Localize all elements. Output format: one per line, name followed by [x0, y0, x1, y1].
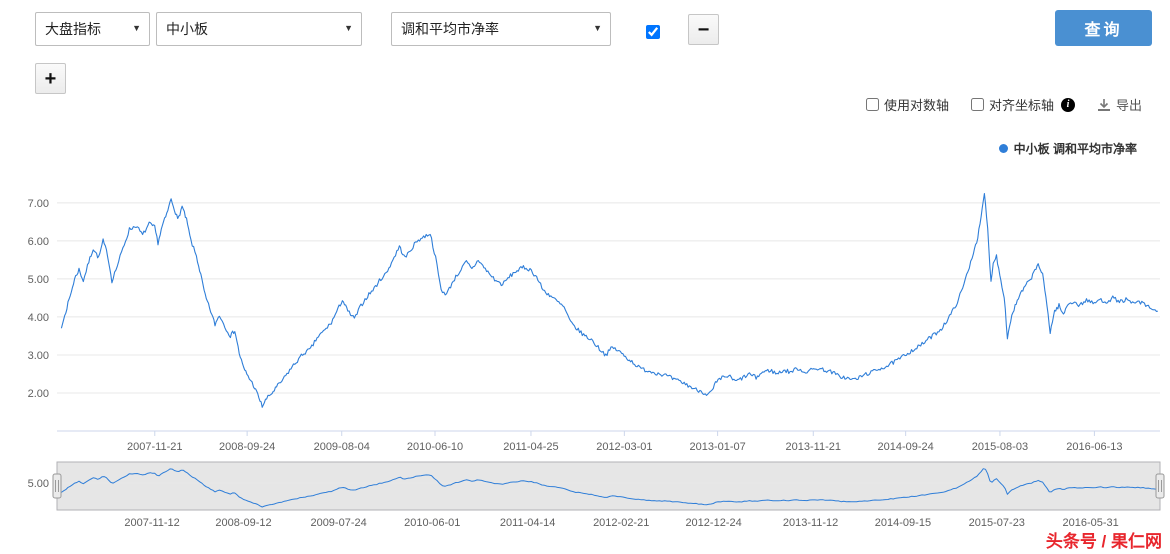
metric-select-wrap: 调和平均市净率 ▼: [391, 12, 611, 46]
x-axis-label: 2010-06-10: [407, 441, 463, 453]
log-axis-checkbox[interactable]: [865, 98, 879, 111]
export-label: 导出: [1115, 98, 1142, 113]
remove-series-button[interactable]: −: [688, 14, 719, 45]
export-icon: [1097, 98, 1110, 111]
chart-options-row: 使用对数轴 对齐坐标轴 i 导出: [865, 95, 1142, 114]
x-axis-label: 2008-09-12: [215, 517, 271, 529]
series-line: [61, 468, 1157, 508]
x-axis-label: 2015-08-03: [972, 441, 1028, 453]
y-axis-label: 3.00: [28, 350, 49, 362]
x-axis-label: 2014-09-15: [875, 517, 931, 529]
y-axis-label: 6.00: [28, 236, 49, 248]
align-axes-option: 对齐坐标轴 i: [970, 95, 1075, 114]
x-axis-label: 2009-07-24: [310, 517, 366, 529]
log-axis-option: 使用对数轴: [865, 95, 949, 114]
legend-marker-icon: [998, 144, 1008, 153]
legend-label: 中小板 调和平均市净率: [1013, 142, 1137, 156]
legend-item[interactable]: 中小板 调和平均市净率: [998, 140, 1137, 157]
y-axis-label: 2.00: [28, 388, 49, 400]
x-axis-label: 2010-06-01: [404, 517, 460, 529]
log-axis-label: 使用对数轴: [883, 98, 949, 113]
x-axis-label: 2011-04-25: [503, 441, 558, 453]
x-axis-label: 2013-11-12: [783, 517, 838, 529]
x-axis-label: 2008-09-24: [219, 441, 275, 453]
navigator-handle-left[interactable]: [52, 473, 62, 499]
x-axis-label: 2012-02-21: [593, 517, 649, 529]
navigator[interactable]: 5.00 2007-11-12 2008-09-12 2009-07-24 2010-0…: [0, 456, 1170, 554]
x-axis-label: 2016-06-13: [1066, 441, 1122, 453]
y-axis-label: 7.00: [28, 198, 49, 210]
series-line: [60, 193, 1158, 408]
x-axis-label: 2007-11-21: [127, 441, 182, 453]
align-axes-label: 对齐坐标轴: [988, 98, 1054, 113]
navigator-track[interactable]: [56, 461, 1161, 511]
x-axis-label: 2012-03-01: [596, 441, 652, 453]
navigator-handle-right[interactable]: [1155, 473, 1165, 499]
watermark: 头条号 / 果仁网: [1045, 532, 1162, 551]
x-axis-label: 2009-08-04: [314, 441, 370, 453]
y-axis-label: 5.00: [28, 478, 49, 490]
x-axis-label: 2011-04-14: [500, 517, 555, 529]
x-axis-label: 2016-05-31: [1063, 517, 1119, 529]
metric-select[interactable]: 调和平均市净率: [391, 12, 611, 46]
x-axis-label: 2012-12-24: [685, 517, 741, 529]
align-axes-checkbox[interactable]: [970, 98, 984, 111]
info-icon[interactable]: i: [1060, 97, 1075, 112]
x-axis-label: 2013-01-07: [689, 441, 745, 453]
export-button[interactable]: 导出: [1097, 95, 1142, 114]
price-chart: 2.00 3.00 4.00 5.00 6.00 7.00 2007-11-21 2008-0…: [28, 193, 1160, 453]
series-visible-checkbox[interactable]: [646, 25, 660, 39]
y-axis-label: 4.00: [28, 312, 49, 324]
y-axis-label: 5.00: [28, 274, 49, 286]
x-axis-label: 2015-07-23: [969, 517, 1025, 529]
index-select[interactable]: 中小板: [156, 12, 362, 46]
x-axis-label: 2013-11-21: [786, 441, 841, 453]
x-axis-label: 2014-09-24: [878, 441, 934, 453]
index-select-wrap: 中小板 ▼: [156, 12, 362, 46]
market-indicator-select[interactable]: 大盘指标: [35, 12, 150, 46]
add-series-button[interactable]: +: [35, 63, 66, 94]
query-button[interactable]: 查询: [1055, 10, 1152, 46]
market-select-wrap: 大盘指标 ▼: [35, 12, 150, 46]
x-axis-label: 2007-11-12: [124, 517, 179, 529]
